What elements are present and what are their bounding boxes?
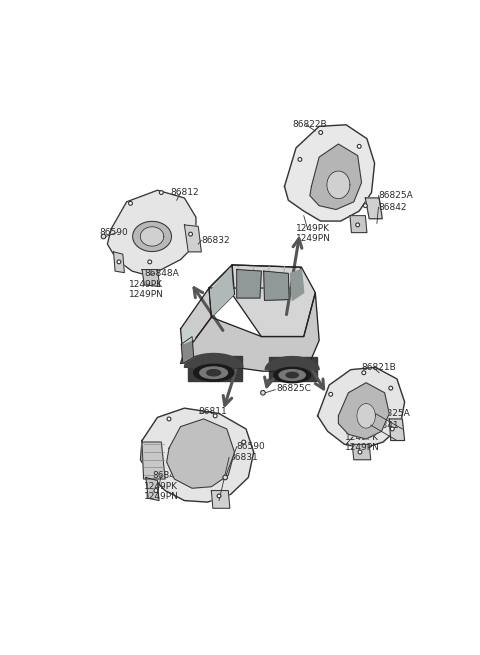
Polygon shape bbox=[327, 171, 350, 198]
Polygon shape bbox=[142, 270, 160, 286]
Polygon shape bbox=[146, 477, 159, 500]
Text: 86841: 86841 bbox=[371, 421, 399, 430]
Circle shape bbox=[319, 130, 323, 134]
Text: 86590: 86590 bbox=[100, 228, 129, 237]
Polygon shape bbox=[180, 288, 211, 356]
Text: 86812: 86812 bbox=[170, 188, 199, 197]
Circle shape bbox=[223, 475, 228, 479]
Circle shape bbox=[159, 191, 163, 195]
Circle shape bbox=[117, 260, 121, 264]
Text: 86821B: 86821B bbox=[361, 363, 396, 372]
Text: 1249PN: 1249PN bbox=[144, 492, 179, 501]
Text: 86825C: 86825C bbox=[277, 384, 312, 394]
Polygon shape bbox=[140, 227, 164, 246]
Polygon shape bbox=[232, 265, 315, 337]
Polygon shape bbox=[211, 491, 230, 508]
Polygon shape bbox=[114, 252, 124, 272]
Text: 1249PN: 1249PN bbox=[296, 234, 331, 243]
Text: 1249PN: 1249PN bbox=[129, 290, 164, 299]
Polygon shape bbox=[141, 408, 254, 502]
Polygon shape bbox=[209, 265, 301, 288]
Text: 1249PK: 1249PK bbox=[345, 433, 379, 442]
Polygon shape bbox=[181, 337, 193, 364]
Ellipse shape bbox=[286, 372, 299, 378]
Polygon shape bbox=[209, 265, 234, 317]
Text: 1249PK: 1249PK bbox=[144, 482, 179, 491]
Polygon shape bbox=[269, 358, 317, 381]
Circle shape bbox=[189, 233, 192, 236]
Circle shape bbox=[362, 371, 366, 375]
Polygon shape bbox=[389, 419, 405, 441]
Circle shape bbox=[357, 145, 361, 148]
Circle shape bbox=[329, 392, 333, 396]
Polygon shape bbox=[237, 270, 262, 298]
Text: 86811: 86811 bbox=[198, 407, 227, 416]
Polygon shape bbox=[108, 190, 196, 275]
Polygon shape bbox=[350, 215, 367, 233]
Circle shape bbox=[217, 494, 221, 498]
Ellipse shape bbox=[279, 369, 305, 381]
Circle shape bbox=[213, 414, 217, 418]
Polygon shape bbox=[132, 221, 171, 252]
Circle shape bbox=[167, 417, 171, 421]
Text: 86848A: 86848A bbox=[144, 269, 179, 278]
Circle shape bbox=[389, 386, 393, 390]
Polygon shape bbox=[265, 356, 319, 369]
Text: 86842: 86842 bbox=[378, 202, 407, 212]
Circle shape bbox=[148, 260, 152, 264]
Text: 86831: 86831 bbox=[229, 453, 258, 462]
Text: 86825A: 86825A bbox=[375, 409, 410, 418]
Polygon shape bbox=[357, 403, 375, 428]
Circle shape bbox=[154, 489, 158, 493]
Circle shape bbox=[390, 427, 394, 431]
Text: 86825A: 86825A bbox=[378, 191, 413, 200]
Polygon shape bbox=[285, 125, 374, 221]
Text: 86822B: 86822B bbox=[292, 121, 327, 129]
Polygon shape bbox=[184, 225, 201, 252]
Polygon shape bbox=[365, 198, 382, 219]
Polygon shape bbox=[338, 383, 389, 439]
Text: 86848A: 86848A bbox=[152, 471, 187, 479]
Ellipse shape bbox=[193, 364, 234, 381]
Polygon shape bbox=[264, 271, 289, 301]
Polygon shape bbox=[180, 293, 319, 371]
Text: 86590: 86590 bbox=[237, 442, 265, 451]
Text: 1249PK: 1249PK bbox=[296, 224, 330, 233]
Circle shape bbox=[363, 204, 367, 208]
Circle shape bbox=[101, 234, 106, 239]
Polygon shape bbox=[310, 144, 361, 210]
Polygon shape bbox=[184, 354, 243, 367]
Polygon shape bbox=[142, 442, 165, 479]
Polygon shape bbox=[188, 356, 242, 381]
Polygon shape bbox=[183, 325, 194, 343]
Ellipse shape bbox=[200, 367, 228, 379]
Text: 86832: 86832 bbox=[201, 236, 230, 245]
Text: 1249PK: 1249PK bbox=[129, 280, 163, 290]
Polygon shape bbox=[211, 268, 233, 315]
Ellipse shape bbox=[274, 367, 311, 383]
Polygon shape bbox=[352, 444, 371, 460]
Circle shape bbox=[356, 223, 360, 227]
Polygon shape bbox=[167, 419, 234, 488]
Polygon shape bbox=[291, 270, 304, 301]
Circle shape bbox=[242, 440, 246, 444]
Circle shape bbox=[358, 450, 362, 454]
Circle shape bbox=[261, 390, 265, 395]
Circle shape bbox=[129, 202, 132, 205]
Polygon shape bbox=[318, 367, 405, 448]
Ellipse shape bbox=[207, 369, 221, 376]
Text: 1249PN: 1249PN bbox=[345, 443, 379, 452]
Circle shape bbox=[298, 157, 302, 161]
